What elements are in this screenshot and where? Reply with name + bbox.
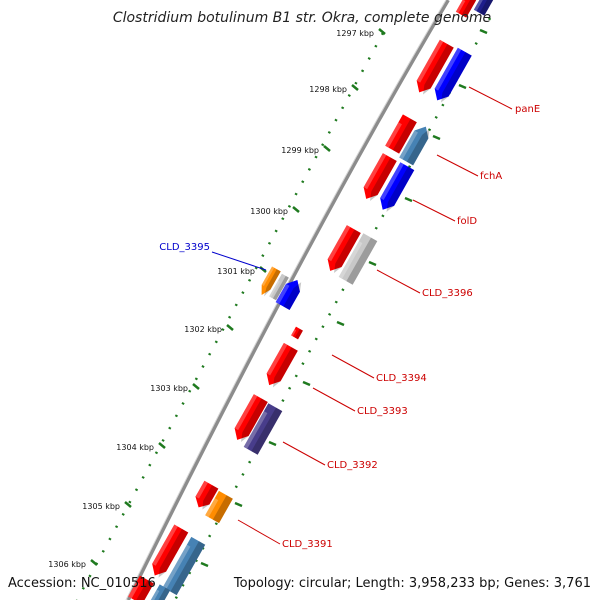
gene-label: CLD_3393 — [357, 406, 408, 417]
tick-label: 1305 kbp — [82, 502, 120, 511]
leader-line — [331, 354, 375, 379]
accession-text: Accession: NC_010516 — [8, 576, 156, 591]
genome-backbone — [126, 0, 450, 600]
tick-mark — [432, 134, 441, 141]
gene-arrow — [162, 536, 206, 596]
tick-mark — [226, 324, 234, 331]
tick-label: 1301 kbp — [217, 267, 255, 276]
tick-mark — [158, 442, 166, 449]
tick-mark — [378, 28, 386, 35]
gene-layer — [128, 0, 495, 600]
tick-mark — [351, 84, 359, 91]
tick-ruler-outer — [75, 32, 385, 600]
tick-mark — [458, 83, 467, 90]
gene-arrow — [195, 480, 219, 510]
gene-arrow — [473, 0, 495, 16]
tick-label: 1302 kbp — [184, 325, 222, 334]
gene-label: folD — [457, 216, 477, 227]
tick-label: 1303 kbp — [150, 384, 188, 393]
tick-mark — [192, 383, 200, 390]
tick-mark — [268, 440, 277, 447]
tick-mark — [200, 561, 209, 568]
gene-label: CLD_3392 — [327, 460, 378, 471]
tick-label: 1300 kbp — [250, 207, 288, 216]
gene-arrow — [205, 490, 233, 524]
gene-arrow — [338, 233, 378, 285]
gene-label: CLD_3391 — [282, 539, 333, 550]
tick-mark — [479, 28, 488, 35]
gene-arrow — [128, 575, 154, 600]
tick-mark — [292, 206, 300, 213]
gene-label: CLD_3394 — [376, 373, 427, 384]
tick-label: 1306 kbp — [48, 560, 86, 569]
tick-label: 1297 kbp — [336, 29, 374, 38]
gene-arrow — [152, 524, 189, 578]
gene-arrow — [266, 342, 298, 388]
tick-mark — [234, 501, 243, 508]
genome-summary-text: Topology: circular; Length: 3,958,233 bp… — [233, 576, 591, 591]
gene-arrow — [399, 126, 430, 166]
map-title: Clostridium botulinum B1 str. Okra, comp… — [113, 10, 491, 26]
tick-mark — [90, 559, 98, 566]
leader-line — [312, 387, 356, 412]
leader-line — [211, 251, 267, 271]
gene-arrow — [434, 47, 472, 103]
leader-line — [436, 154, 479, 177]
gene-arrow — [243, 403, 283, 455]
gene-arrow — [234, 394, 268, 443]
leader-line — [412, 199, 456, 222]
tick-mark — [124, 501, 132, 508]
gene-label: CLD_3396 — [422, 288, 473, 299]
gene-arrow — [385, 114, 417, 154]
gene-arrow — [291, 326, 303, 340]
gene-arrow — [261, 266, 281, 297]
gene-arrow — [380, 162, 415, 212]
gene-arrow — [416, 39, 454, 95]
leader-line — [282, 441, 326, 466]
tick-mark — [368, 260, 377, 267]
genome-backbone-highlight — [125, 0, 447, 600]
gene-arrow — [455, 0, 477, 18]
tick-mark — [336, 320, 345, 327]
tick-mark — [302, 380, 311, 387]
tick-mark — [323, 145, 331, 152]
gene-arrow — [269, 273, 289, 301]
leader-line — [376, 269, 421, 294]
gene-label: panE — [515, 104, 540, 115]
gene-arrow — [327, 225, 361, 274]
tick-label: 1304 kbp — [116, 443, 154, 452]
gene-arrow — [275, 279, 302, 310]
gene-label: fchA — [480, 171, 502, 182]
label-layer: panE fchA folD CLD_3396 CLD_3395 CLD_3394 CLD_… — [159, 86, 540, 550]
tick-label: 1298 kbp — [309, 85, 347, 94]
tick-layer: 1297 kbp 1298 kbp 1299 kbp 1300 kbp 1301 kbp… — [48, 28, 488, 569]
leader-line — [468, 86, 513, 110]
gene-label: CLD_3395 — [159, 242, 210, 253]
tick-mark — [404, 196, 413, 203]
tick-label: 1299 kbp — [281, 146, 319, 155]
gene-arrow — [363, 153, 397, 202]
leader-line — [237, 519, 281, 545]
